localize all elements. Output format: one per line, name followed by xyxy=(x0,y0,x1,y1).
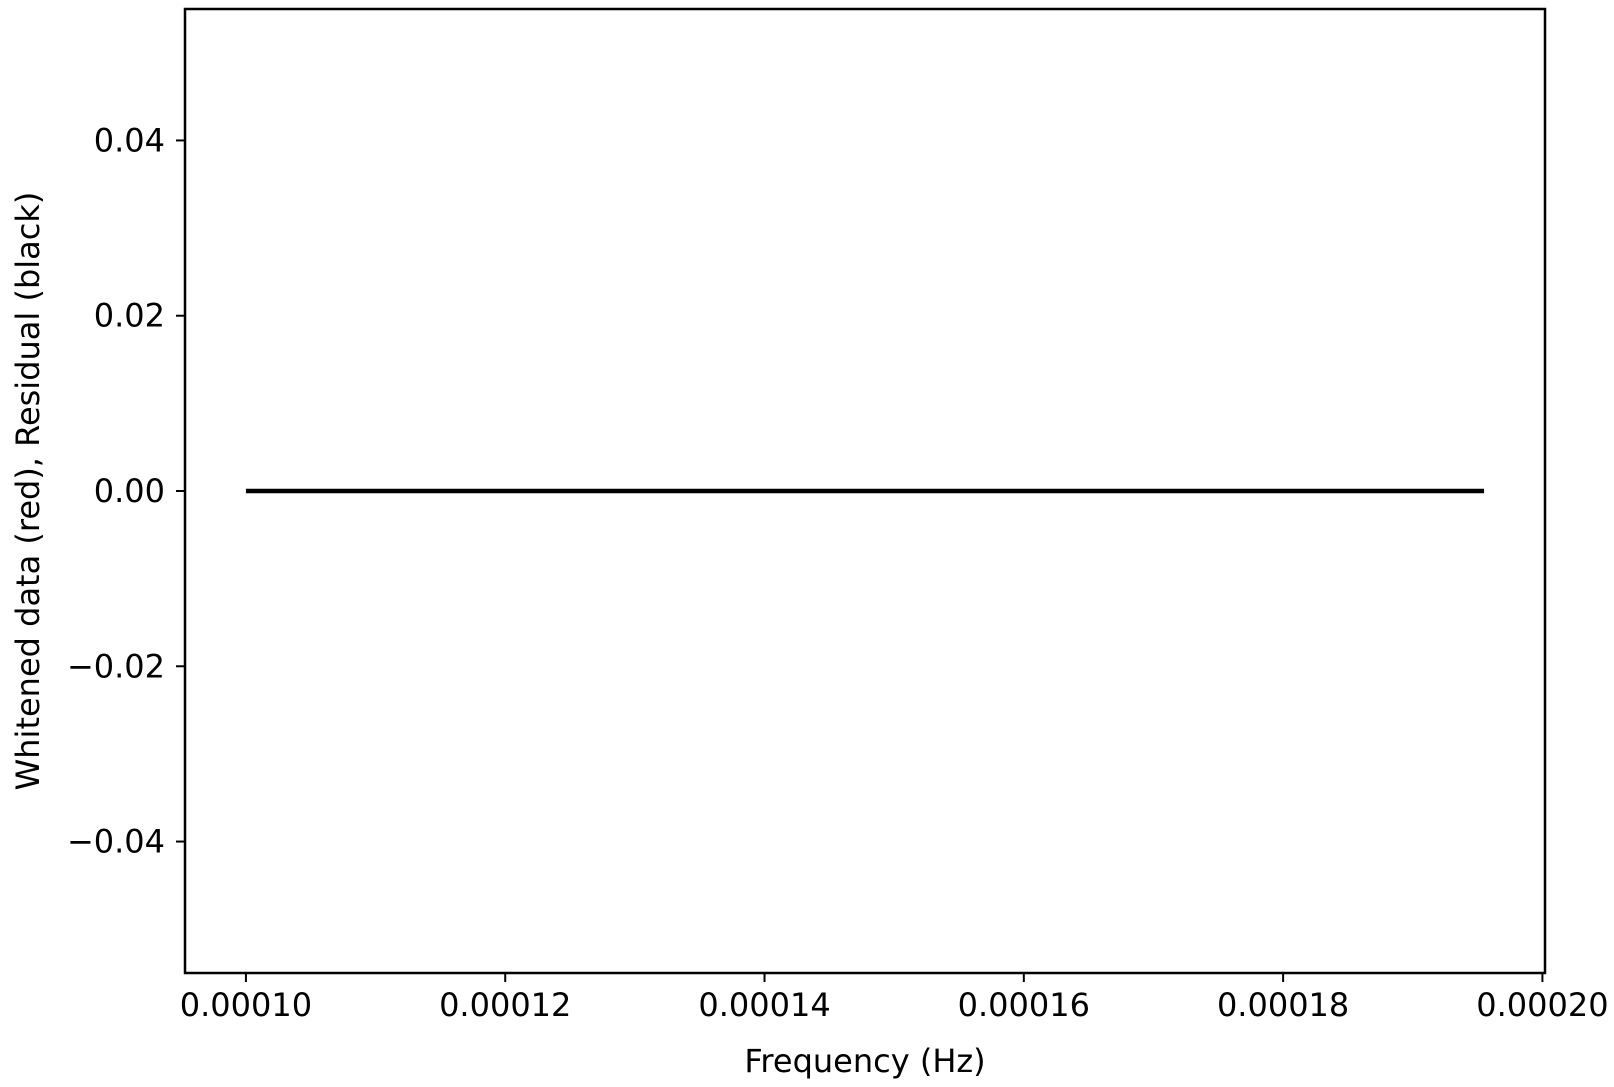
x-tick-label: 0.00016 xyxy=(958,986,1090,1024)
y-tick-label: 0.02 xyxy=(94,297,165,335)
x-axis-ticks: 0.00010 0.00012 0.00014 0.00016 0.00018 0.000… xyxy=(180,973,1609,1024)
x-tick-label: 0.00010 xyxy=(180,986,312,1024)
x-tick-label: 0.00018 xyxy=(1217,986,1349,1024)
y-tick-label: 0.04 xyxy=(94,121,165,159)
x-tick-label: 0.00020 xyxy=(1476,986,1608,1024)
y-axis-label: Whitened data (red), Residual (black) xyxy=(9,192,47,791)
y-tick-label: −0.04 xyxy=(67,823,165,861)
x-tick-label: 0.00012 xyxy=(439,986,571,1024)
x-tick-label: 0.00014 xyxy=(698,986,830,1024)
y-tick-label: 0.00 xyxy=(94,472,165,510)
y-tick-label: −0.02 xyxy=(67,647,165,685)
y-axis-ticks: 0.04 0.02 0.00 −0.02 −0.04 xyxy=(67,121,185,861)
x-axis-label: Frequency (Hz) xyxy=(744,1042,985,1080)
